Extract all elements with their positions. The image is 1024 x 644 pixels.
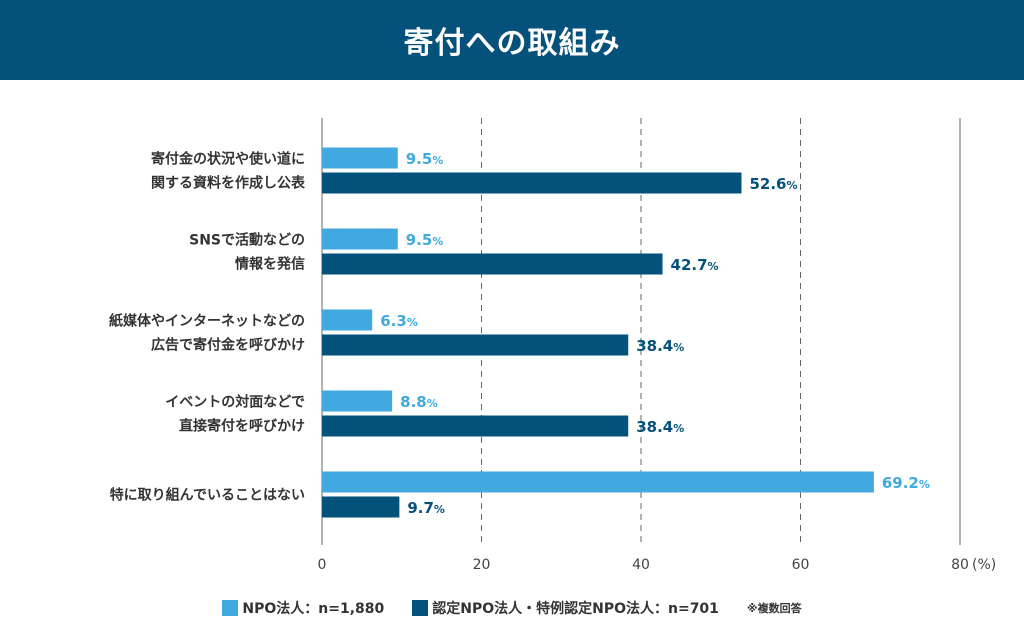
legend-swatch [412,600,429,616]
x-tick-label: 80 [951,557,969,573]
bar [322,147,398,169]
data-label: 8.8% [400,393,438,411]
category-label: 寄付金の状況や使い道に [151,151,305,168]
bar [322,390,393,412]
bar [322,309,373,331]
bar [322,228,398,250]
legend-label: NPO法人：n=1,880 [242,601,385,617]
bar [322,334,629,356]
chart-header: 寄付への取組み [0,0,1024,80]
bar [322,172,742,194]
data-label: 9.5% [406,150,444,168]
data-label: 42.7% [671,256,719,274]
category-label: 関する資料を作成し公表 [151,175,306,192]
x-tick-label: 60 [792,557,810,573]
data-label: 69.2% [882,474,930,492]
data-label: 6.3% [380,312,418,330]
legend: NPO法人：n=1,880 認定NPO法人・特例認定NPO法人：n=701 ※複… [0,598,1024,618]
legend-swatch [222,600,239,616]
chart-title: 寄付への取組み [403,26,621,61]
bar [322,415,629,437]
legend-item-npo: NPO法人：n=1,880 [222,598,384,618]
bar [322,253,663,275]
data-label: 9.7% [407,499,445,517]
footnote: ※複数回答 [746,602,802,615]
bar [322,496,400,518]
category-label: 直接寄付を呼びかけ [179,418,305,435]
bar [322,471,874,493]
category-label: イベントの対面などで [165,394,305,411]
category-label: 特に取り組んでいることはない [110,487,305,504]
data-label: 38.4% [636,418,684,436]
category-label: 紙媒体やインターネットなどの [109,313,305,330]
category-label: SNSで活動などの [189,232,305,249]
x-axis-unit: (%) [972,557,996,573]
data-label: 9.5% [406,231,444,249]
data-label: 52.6% [749,175,797,193]
category-label: 情報を発信 [235,256,305,273]
x-tick-label: 20 [473,557,491,573]
legend-label: 認定NPO法人・特例認定NPO法人：n=701 [432,601,719,617]
legend-item-certified-npo: 認定NPO法人・特例認定NPO法人：n=701 [412,598,719,618]
x-tick-label: 0 [318,557,327,573]
x-tick-label: 40 [632,557,650,573]
data-label: 38.4% [636,337,684,355]
category-label: 広告で寄付金を呼びかけ [151,337,305,354]
